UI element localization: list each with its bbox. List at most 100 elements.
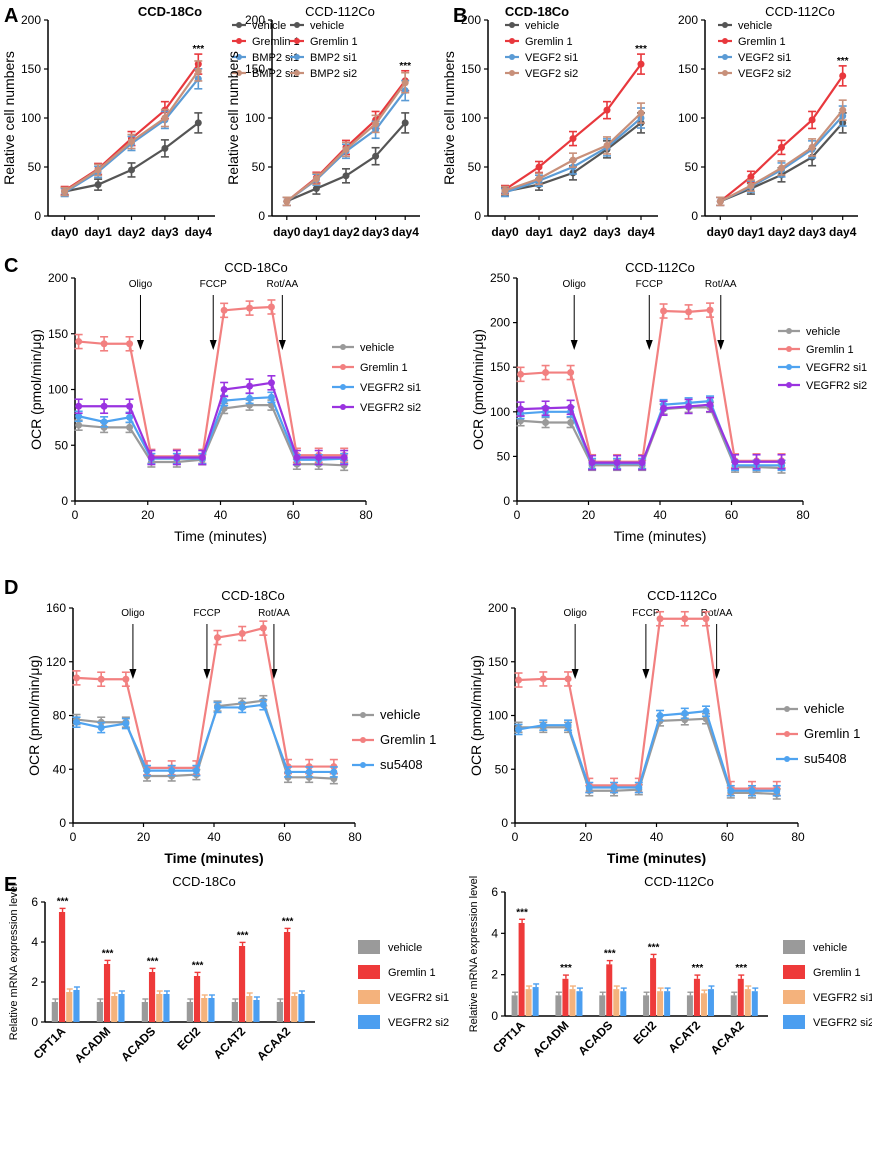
data-point [681, 709, 689, 717]
data-point [220, 306, 228, 314]
significance-stars: *** [237, 930, 249, 941]
x-tick-label: day1 [84, 225, 112, 239]
data-point [401, 79, 409, 87]
data-point [702, 615, 710, 623]
x-tick-label: ECI2 [175, 1024, 204, 1053]
y-tick-label: 50 [497, 449, 511, 463]
x-tick-label: ACAA2 [254, 1024, 293, 1063]
x-tick-label: 80 [359, 508, 373, 522]
bar-vegfr2-si2 [664, 991, 671, 1016]
legend-item-vegfr2-si1: VEGFR2 si1 [778, 362, 867, 374]
data-point [753, 458, 761, 466]
legend-label: BMP2 si2 [310, 68, 357, 80]
x-tick-label: day0 [491, 225, 519, 239]
series-vegfr2-si2 [74, 375, 349, 466]
legend-swatch-marker [722, 70, 728, 76]
data-point [778, 458, 786, 466]
data-point [147, 454, 155, 462]
x-tick-label: 40 [650, 830, 664, 844]
injection-label-fccp: FCCP [200, 279, 228, 290]
injection-label-rot-aa: Rot/AA [258, 608, 290, 619]
legend-label: BMP2 si2 [252, 68, 299, 80]
data-point [100, 402, 108, 410]
data-point [660, 404, 668, 412]
y-tick-label: 0 [491, 1009, 498, 1023]
chart-title: CCD-18Co [224, 260, 288, 275]
legend: vehicle Gremlin 1 VEGF2 si1 VEGF2 si2 [505, 20, 578, 80]
x-axis-label: Time (minutes) [614, 528, 707, 544]
legend-item-vegf2-si1: VEGF2 si1 [718, 52, 791, 64]
legend-label: su5408 [380, 757, 423, 772]
injection-arrow-head [129, 669, 137, 679]
bar-vegfr2-si1 [291, 996, 298, 1022]
data-point [214, 634, 222, 642]
legend-item-gremlin-1: Gremlin 1 [232, 36, 300, 48]
series-vehicle [60, 112, 203, 197]
legend-swatch-marker [509, 38, 515, 44]
chart-c1: 0 50 100 150 200 0 20 40 60 80 CCD-18Co OCR (pmol/m… [4, 255, 421, 544]
y-tick-label: 50 [55, 438, 69, 452]
legend-label: VEGFR2 si1 [813, 992, 872, 1004]
x-tick-label: day1 [303, 225, 331, 239]
x-tick-label: day2 [559, 225, 587, 239]
injection-label-rot-aa: Rot/AA [705, 279, 737, 290]
data-point [194, 67, 202, 75]
data-point [122, 675, 130, 683]
legend-item-vehicle: vehicle [505, 20, 559, 32]
injection-label-rot-aa: Rot/AA [266, 279, 298, 290]
legend-label: vehicle [813, 942, 847, 954]
y-tick-label: 100 [678, 111, 698, 125]
chart-title: CCD-18Co [505, 4, 569, 19]
bar-vehicle [511, 995, 518, 1016]
legend-item-vegfr2-si2: VEGFR2 si2 [332, 402, 421, 414]
bar-group-acaa2: *** ACAA2 [708, 963, 759, 1057]
x-tick-label: ACADS [118, 1024, 158, 1064]
chart-title: CCD-112Co [305, 4, 375, 19]
legend-label: Gremlin 1 [525, 36, 573, 48]
data-point [168, 767, 176, 775]
legend-swatch-marker [236, 70, 242, 76]
bar-gremlin-1 [606, 964, 613, 1016]
data-point [126, 402, 134, 410]
y-tick-label: 200 [678, 13, 698, 27]
injection-arrow-head [642, 669, 650, 679]
data-point [603, 141, 611, 149]
y-tick-label: 50 [252, 160, 266, 174]
chart-title: CCD-112Co [644, 874, 714, 889]
y-axis-label: Relative mRNA expression level [468, 876, 480, 1033]
legend-label: vehicle [360, 342, 394, 354]
data-point [656, 712, 664, 719]
bar-vegfr2-si1 [156, 994, 163, 1022]
chart-d2: 0 50 100 150 200 0 20 40 60 80 CCD-112Co OCR (pmol/… [468, 588, 860, 866]
y-tick-label: 150 [678, 62, 698, 76]
data-point [567, 403, 575, 411]
y-tick-label: 150 [488, 655, 508, 669]
injection-label-fccp: FCCP [193, 608, 221, 619]
x-tick-label: day1 [525, 225, 553, 239]
bar-group-eci2: *** ECI2 [175, 960, 215, 1053]
bar-gremlin-1 [650, 958, 657, 1016]
y-tick-label: 100 [48, 383, 68, 397]
series-gremlin-1 [72, 620, 338, 776]
bar-vehicle [599, 995, 606, 1016]
legend-label: vehicle [252, 20, 286, 32]
x-tick-label: day3 [362, 225, 390, 239]
y-tick-label: 0 [61, 494, 68, 508]
bar-vehicle [555, 995, 562, 1016]
legend-label: Gremlin 1 [813, 967, 861, 979]
bar-vehicle [276, 1002, 283, 1022]
bar-vegfr2-si1 [569, 989, 576, 1016]
legend-item-su5408: su5408 [352, 757, 423, 772]
legend-item-vehicle: vehicle [232, 20, 286, 32]
legend-swatch [358, 940, 380, 954]
series-vegf2-si2 [716, 99, 847, 207]
bar-vegfr2-si2 [253, 1000, 260, 1022]
bar-vegfr2-si2 [298, 994, 305, 1022]
x-tick-label: 20 [579, 830, 593, 844]
x-tick-label: day4 [627, 225, 655, 239]
data-point [220, 386, 228, 393]
bar-vegfr2-si2 [707, 989, 714, 1016]
data-point [716, 197, 724, 205]
data-point [542, 369, 550, 377]
